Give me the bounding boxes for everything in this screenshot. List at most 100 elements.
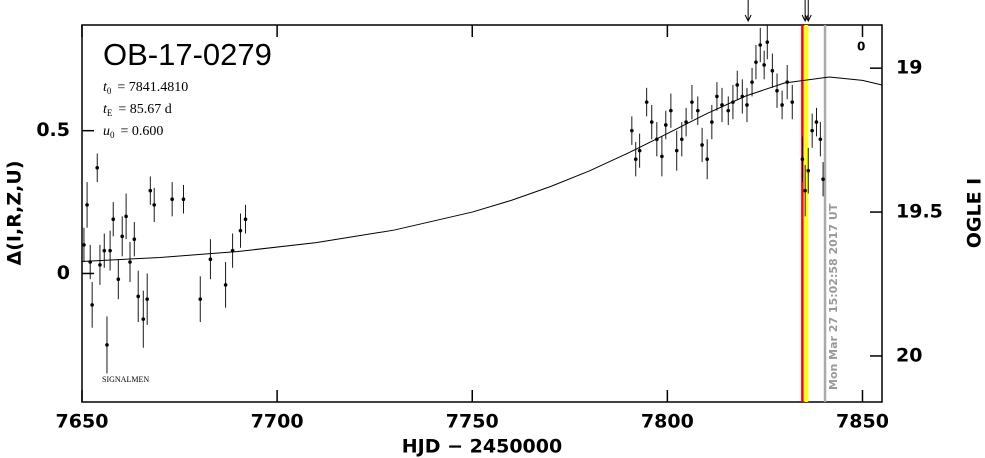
data-point	[780, 103, 784, 107]
data-point	[775, 88, 779, 93]
data-point	[750, 80, 754, 84]
data-point	[655, 137, 659, 142]
timestamp: Mon Mar 27 15:02:58 2017 UT	[827, 203, 840, 390]
annotation: SIGNALMEN	[102, 375, 149, 384]
data-point	[690, 100, 694, 104]
data-point	[740, 94, 745, 99]
fit-parameter: u0 = 0.600	[103, 124, 163, 140]
x-tick-label: 7750	[446, 411, 499, 433]
data-point	[674, 148, 679, 153]
data-point	[116, 277, 121, 281]
y-tick-label: 0.5	[36, 119, 70, 141]
data-point	[758, 43, 763, 47]
data-point	[762, 63, 766, 67]
data-point	[637, 148, 642, 153]
param-value: = 0.600	[121, 124, 164, 139]
param-symbol: t	[103, 102, 108, 117]
data-point	[120, 234, 124, 239]
y2-tick-label: 19.5	[896, 201, 943, 223]
y2-tick-label: 20	[896, 344, 922, 366]
data-point	[88, 260, 92, 264]
x-tick-label: 7700	[251, 411, 304, 433]
y2-axis-label: OGLE I	[964, 178, 985, 249]
data-point	[803, 188, 807, 193]
data-point	[765, 40, 770, 44]
data-point	[98, 263, 102, 267]
data-point	[208, 257, 213, 261]
data-point	[85, 203, 89, 207]
x-tick-label: 7800	[641, 411, 694, 433]
data-point	[630, 128, 634, 133]
data-point	[720, 103, 724, 107]
data-point	[644, 100, 649, 104]
data-point	[102, 248, 107, 253]
data-point	[105, 343, 109, 347]
x-tick-label: 7650	[56, 411, 109, 433]
data-point	[108, 248, 112, 253]
data-point	[785, 80, 789, 84]
data-point	[800, 157, 805, 162]
data-point	[731, 100, 735, 104]
data-point	[148, 188, 153, 193]
data-point	[223, 283, 228, 287]
data-point	[705, 157, 709, 162]
fit-parameter: t0 = 7841.4810	[103, 80, 188, 96]
fit-parameter: tE = 85.67 d	[103, 102, 172, 118]
data-point	[633, 157, 638, 162]
data-point	[124, 214, 128, 219]
param-value: = 85.67 d	[118, 102, 171, 117]
data-point	[754, 60, 758, 64]
y-axis-label: Δ(I,R,Z,U)	[4, 161, 26, 266]
data-point	[136, 294, 140, 299]
data-point	[735, 83, 740, 87]
data-point	[111, 217, 116, 222]
data-point	[243, 217, 248, 222]
x-axis-label: HJD − 2450000	[402, 436, 562, 458]
model-curve	[81, 76, 883, 262]
data-point	[770, 68, 775, 73]
data-point	[684, 120, 688, 124]
x-tick-label: 7850	[836, 411, 889, 433]
data-point	[230, 248, 235, 253]
y2-tick-label: 19	[896, 57, 922, 79]
param-value: = 7841.4810	[117, 80, 188, 95]
data-point	[95, 166, 100, 170]
data-point	[181, 197, 186, 202]
data-point	[660, 154, 664, 159]
data-point	[726, 108, 731, 113]
data-point	[821, 177, 825, 182]
param-symbol: t	[103, 80, 108, 95]
data-point	[700, 143, 704, 147]
data-point	[806, 168, 811, 173]
data-point	[715, 94, 719, 99]
arrow	[801, 0, 809, 23]
arrow	[804, 0, 812, 23]
data-point	[145, 297, 149, 301]
data-point	[664, 123, 668, 127]
data-point	[814, 120, 819, 124]
corner-label: 0	[857, 40, 865, 54]
data-point	[82, 243, 86, 247]
param-subscript: 0	[110, 130, 115, 140]
y-tick-label: 0	[57, 262, 70, 284]
param-symbol: u	[103, 124, 110, 139]
plot-frame	[81, 24, 883, 403]
param-subscript: 0	[107, 86, 112, 96]
data-point	[152, 203, 156, 207]
data-point	[128, 260, 132, 264]
data-point	[818, 137, 823, 142]
data-point	[710, 120, 714, 124]
data-point	[649, 120, 654, 124]
param-subscript: E	[107, 108, 113, 118]
data-point	[170, 197, 174, 202]
data-point	[745, 103, 749, 107]
data-point	[790, 100, 795, 104]
data-point	[810, 128, 814, 133]
data-point	[141, 317, 146, 321]
data-point	[669, 108, 673, 113]
arrow	[744, 0, 752, 23]
data-point	[238, 228, 243, 233]
data-point	[198, 297, 203, 301]
data-point	[696, 108, 700, 113]
